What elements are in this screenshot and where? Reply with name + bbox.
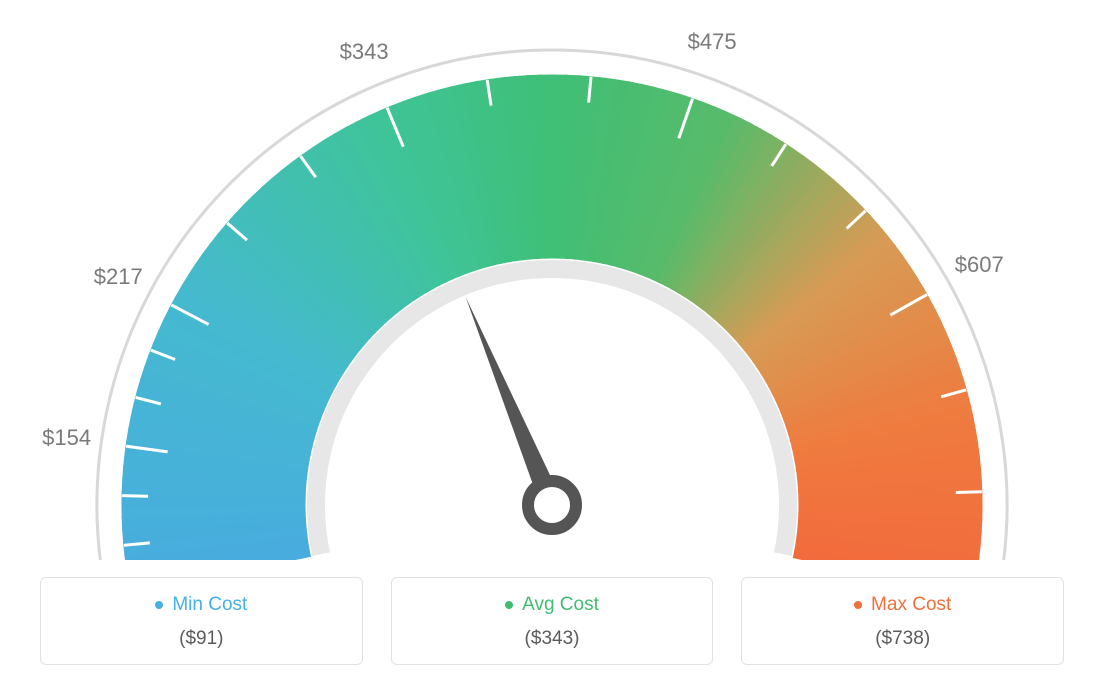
legend-card-min: Min Cost ($91): [40, 577, 363, 665]
gauge-tick-label: $154: [42, 425, 91, 451]
legend-card-avg: Avg Cost ($343): [391, 577, 714, 665]
legend-title-avg: Avg Cost: [505, 594, 599, 616]
legend-title-min: Min Cost: [155, 594, 247, 616]
gauge-tick-label: $607: [955, 252, 1004, 278]
legend-row: Min Cost ($91) Avg Cost ($343) Max Cost …: [40, 577, 1064, 665]
legend-value-avg: ($343): [402, 628, 703, 650]
cost-gauge-container: $91$154$217$343$475$607$738 Min Cost ($9…: [0, 0, 1104, 690]
legend-dot-avg: [505, 601, 513, 609]
gauge-chart: $91$154$217$343$475$607$738: [0, 0, 1104, 560]
legend-card-max: Max Cost ($738): [741, 577, 1064, 665]
legend-value-max: ($738): [752, 628, 1053, 650]
legend-dot-max: [854, 601, 862, 609]
legend-dot-min: [155, 601, 163, 609]
gauge-tick-label: $475: [688, 29, 737, 55]
legend-label-min: Min Cost: [172, 594, 247, 616]
legend-title-max: Max Cost: [854, 594, 951, 616]
legend-label-max: Max Cost: [871, 594, 951, 616]
legend-label-avg: Avg Cost: [522, 594, 599, 616]
gauge-tick-label: $343: [340, 39, 389, 65]
legend-value-min: ($91): [51, 628, 352, 650]
gauge-tick-label: $217: [94, 264, 143, 290]
